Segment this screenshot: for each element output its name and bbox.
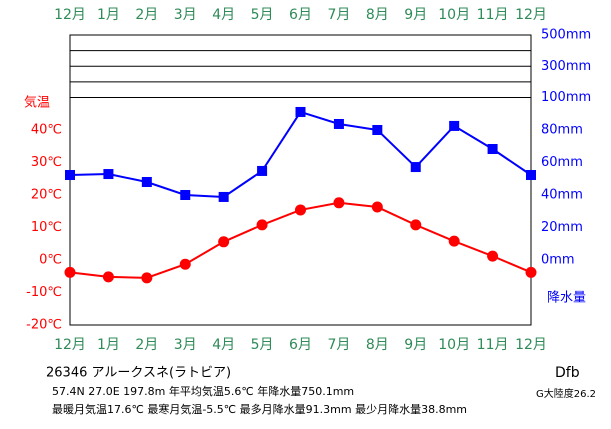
x-tick-label: 10月 (438, 337, 470, 353)
x-tick-label-top: 1月 (97, 7, 120, 23)
temp-point (64, 266, 76, 278)
precip-point (372, 125, 383, 135)
x-tick-label-top: 2月 (135, 7, 158, 23)
y2-tick-label: 80mm (541, 123, 583, 138)
x-tick-label: 7月 (327, 337, 350, 353)
precip-point (295, 106, 306, 117)
y2-tick-label: 500mm (541, 28, 591, 43)
temp-point (179, 258, 191, 270)
x-tick-label: 5月 (251, 337, 274, 353)
station-stats: 最暖月気温17.6℃ 最寒月気温-5.5℃ 最多月降水量91.3mm 最少月降水… (52, 402, 467, 416)
continentality: G大陸度26.2 (536, 387, 596, 400)
temp-point (218, 236, 230, 248)
y-tick-label: 40℃ (31, 123, 62, 138)
temp-point (295, 204, 306, 216)
precip-point (141, 177, 152, 187)
temp-point (141, 272, 153, 284)
x-tick-label-top: 7月 (327, 7, 350, 23)
x-tick-label: 4月 (212, 337, 235, 353)
x-tick-label: 1月 (97, 337, 120, 353)
x-tick-label: 2月 (135, 337, 158, 353)
y2-axis-label: 降水量 (547, 291, 586, 306)
y-tick-label: 30℃ (31, 155, 62, 170)
x-tick-label: 12月 (515, 337, 547, 353)
precip-point (103, 169, 114, 180)
precip-point (526, 170, 536, 181)
temp-point (410, 219, 422, 231)
y-tick-label: -20℃ (26, 318, 62, 333)
x-tick-label-top: 6月 (289, 7, 312, 23)
y2-tick-label: 60mm (541, 155, 583, 170)
y2-tick-label: 300mm (541, 59, 591, 74)
precip-point (257, 165, 268, 176)
temp-point (487, 250, 499, 262)
x-tick-label-top: 5月 (251, 7, 274, 23)
y-axis-label: 気温 (24, 95, 50, 111)
temp-point (256, 219, 268, 231)
station: 26346 アルークスネ(ラトビア) (46, 366, 231, 381)
station-info: 57.4N 27.0E 197.8m 年平均気温5.6℃ 年降水量750.1mm (52, 384, 354, 398)
precip-point (333, 118, 344, 129)
x-tick-label-top: 11月 (477, 7, 509, 23)
x-tick-label-top: 9月 (404, 7, 427, 23)
precip-point (65, 170, 75, 181)
x-tick-label-top: 10月 (438, 7, 470, 23)
x-tick-label: 8月 (366, 337, 389, 353)
temp-point (371, 201, 383, 213)
temp-point (102, 271, 114, 283)
x-tick-label: 9月 (404, 337, 427, 353)
y-tick-label: 0℃ (39, 253, 62, 268)
precip-point (180, 190, 191, 200)
temp-point (525, 266, 537, 278)
precip-point (487, 144, 498, 155)
climate-class: Dfb (555, 365, 580, 381)
x-tick-label: 6月 (289, 337, 312, 353)
x-tick-label-top: 4月 (212, 7, 235, 23)
series-line (69, 110, 532, 198)
y-tick-label: 10℃ (31, 220, 62, 235)
y2-tick-label: 40mm (541, 188, 583, 203)
y2-tick-label: 100mm (541, 90, 591, 105)
x-tick-label: 12月 (54, 337, 86, 353)
x-tick-label-top: 8月 (366, 7, 389, 23)
y2-tick-label: 0mm (541, 253, 575, 268)
temp-point (333, 197, 345, 209)
x-tick-label-top: 3月 (174, 7, 197, 23)
y-tick-label: 20℃ (31, 188, 62, 203)
y-tick-label: -10℃ (26, 285, 62, 300)
x-tick-label: 3月 (174, 337, 197, 353)
temp-point (448, 235, 460, 247)
x-tick-label: 11月 (477, 337, 509, 353)
x-tick-label-top: 12月 (515, 7, 547, 23)
x-tick-label-top: 12月 (54, 7, 86, 23)
y2-tick-label: 20mm (541, 220, 583, 235)
precip-point (410, 162, 421, 173)
precip-point (218, 191, 229, 202)
precip-point (449, 120, 460, 131)
